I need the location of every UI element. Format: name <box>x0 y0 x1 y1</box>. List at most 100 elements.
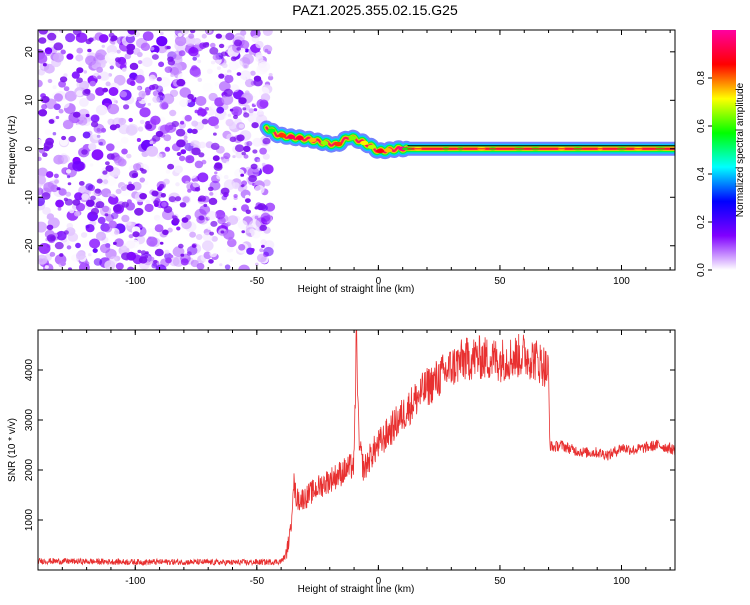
noise-blob <box>244 141 250 147</box>
colorbar-ticks: 0.0 0.2 0.4 0.6 0.8 <box>696 71 712 277</box>
noise-blob <box>207 157 212 162</box>
noise-blob-strong <box>151 83 159 90</box>
noise-blob <box>174 35 187 47</box>
noise-blob-strong <box>187 93 194 100</box>
noise-blob-strong <box>42 152 48 157</box>
noise-blob-strong <box>176 139 186 148</box>
noise-blob <box>38 79 43 88</box>
noise-blob-strong <box>209 231 215 236</box>
noise-blob <box>38 175 47 185</box>
noise-blob-strong <box>171 120 179 128</box>
noise-blob <box>185 180 190 185</box>
noise-blob-strong <box>197 198 203 202</box>
noise-blob <box>38 187 44 196</box>
noise-blob <box>199 189 206 197</box>
noise-blob <box>147 228 153 233</box>
noise-blob-strong <box>121 252 131 261</box>
noise-blob <box>110 209 114 214</box>
noise-blob <box>206 210 217 220</box>
noise-blob <box>38 243 51 254</box>
noise-blob <box>108 51 117 60</box>
noise-blob <box>43 156 48 161</box>
noise-blob <box>164 66 173 73</box>
noise-blob <box>53 103 61 111</box>
noise-blob <box>138 143 147 152</box>
noise-blob-strong <box>168 196 176 203</box>
noise-blob-strong <box>105 165 114 172</box>
noise-blob-strong <box>72 30 82 36</box>
noise-blob <box>44 265 49 269</box>
noise-blob-strong <box>63 230 69 235</box>
noise-blob <box>72 160 85 172</box>
noise-blob <box>79 97 89 107</box>
noise-blob <box>99 231 107 238</box>
noise-blob <box>245 228 255 238</box>
noise-blob <box>165 169 171 174</box>
spectrogram-x-tick-label: -100 <box>125 276 145 287</box>
noise-blob <box>256 159 261 163</box>
noise-blob-strong <box>238 97 247 105</box>
noise-blob <box>244 48 249 53</box>
noise-blob <box>76 81 85 89</box>
noise-blob-strong <box>172 217 180 224</box>
noise-blob <box>214 171 218 175</box>
noise-blob <box>59 138 69 147</box>
noise-blob-strong <box>259 224 268 231</box>
noise-blob <box>190 194 196 199</box>
spectrogram-x-tick-label: 50 <box>494 276 506 287</box>
colorbar-tick-label: 0.6 <box>696 119 707 133</box>
noise-blob <box>112 194 116 198</box>
noise-blob-strong <box>202 42 210 48</box>
noise-blob <box>102 205 110 213</box>
noise-blob <box>126 123 139 135</box>
noise-blob <box>137 126 144 132</box>
noise-blob <box>81 193 90 201</box>
noise-blob <box>178 50 186 57</box>
noise-blob-strong <box>253 78 263 87</box>
noise-blob <box>256 64 268 75</box>
noise-blob <box>242 53 254 65</box>
noise-blob <box>136 96 142 102</box>
noise-blob <box>88 143 97 151</box>
noise-blob <box>135 74 145 84</box>
noise-blob <box>150 115 161 126</box>
snr-panel: -100 -50 0 50 100 1000 2000 3000 4000 Height of … <box>7 329 676 595</box>
noise-blob <box>187 128 193 134</box>
noise-blob <box>99 243 111 254</box>
noise-blob <box>89 163 94 167</box>
noise-blob <box>118 124 130 135</box>
noise-blob-strong <box>104 213 109 217</box>
noise-blob <box>176 226 181 231</box>
noise-blob <box>182 196 190 203</box>
noise-blob <box>148 74 156 82</box>
noise-blob <box>65 169 72 174</box>
noise-blob <box>114 230 119 235</box>
noise-blob <box>154 224 164 233</box>
noise-blob <box>189 231 197 238</box>
noise-blob-strong <box>160 193 166 198</box>
noise-blob-strong <box>38 30 48 35</box>
noise-blob-strong <box>85 199 95 207</box>
noise-blob <box>76 251 86 260</box>
noise-blob-strong <box>76 67 84 74</box>
noise-blob <box>267 75 274 81</box>
noise-blob-strong <box>236 47 241 51</box>
noise-blob <box>49 44 54 48</box>
noise-blob <box>38 183 42 189</box>
noise-blob <box>47 78 53 84</box>
ridge-hotspot <box>360 140 369 146</box>
snr-x-tick-label: -50 <box>250 576 265 587</box>
noise-blob <box>114 238 124 247</box>
noise-blob <box>164 146 171 152</box>
noise-blob <box>221 195 228 201</box>
signal-ridge <box>259 120 675 160</box>
snr-y-tick-label: 3000 <box>24 408 35 431</box>
noise-blob-strong <box>67 182 72 186</box>
noise-blob <box>159 101 169 110</box>
noise-blob <box>49 196 54 201</box>
noise-blob-strong <box>121 201 129 208</box>
noise-blob <box>261 162 266 167</box>
noise-blob-strong <box>72 199 81 206</box>
noise-blob <box>173 233 180 240</box>
noise-blob-strong <box>41 192 51 200</box>
